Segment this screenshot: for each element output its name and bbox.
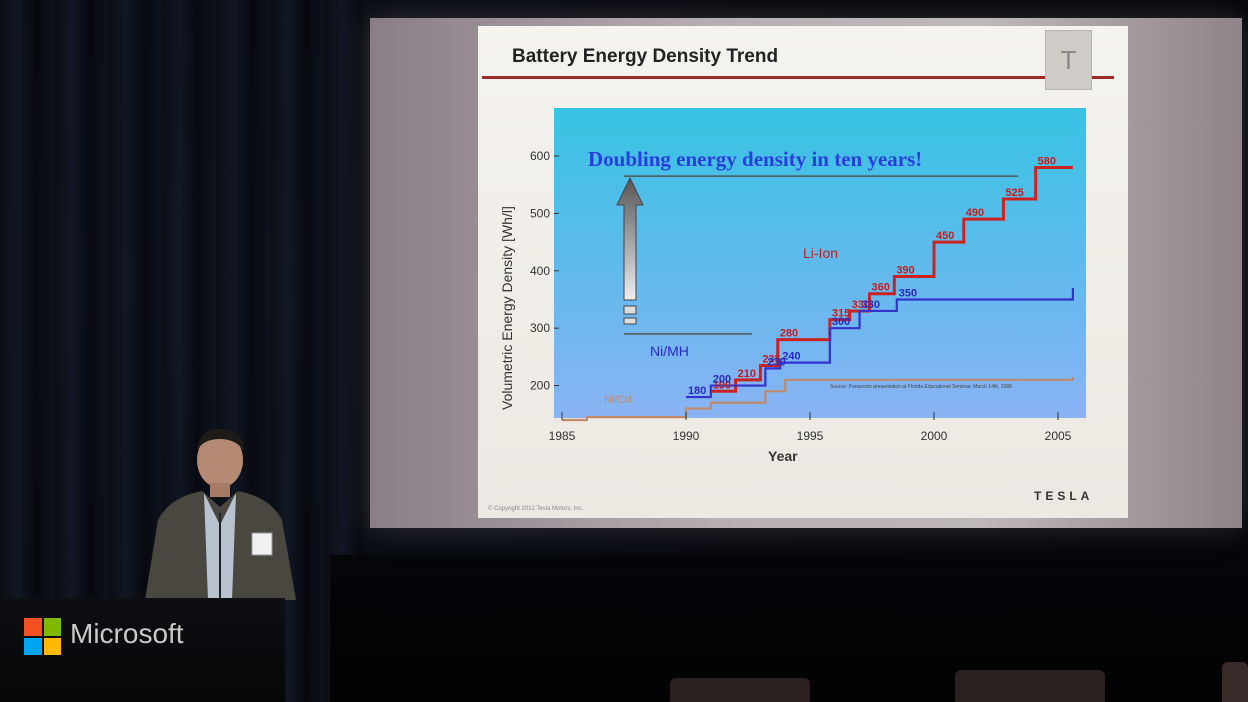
data-label: 235	[762, 353, 780, 365]
audience-seat	[670, 678, 810, 702]
copyright-note: © Copyright 2012 Tesla Motors, Inc.	[488, 506, 584, 512]
series-name-nicd: Ni/Cd	[604, 394, 632, 406]
x-tick-label: 1990	[673, 429, 700, 443]
series-line-nicd	[562, 376, 1074, 422]
data-label: 490	[966, 207, 984, 219]
series-line-nimh	[686, 288, 1074, 399]
sponsor-wordmark: Microsoft	[70, 618, 184, 649]
data-label: 210	[738, 368, 756, 380]
energy-density-chart: Doubling energy density in ten years! 19…	[499, 108, 1086, 464]
tesla-wordmark: TESLA	[1034, 489, 1094, 503]
tesla-logo-icon: T	[1045, 30, 1092, 90]
x-tick-label: 2005	[1045, 429, 1072, 443]
data-label: 315	[832, 308, 850, 320]
data-label: 280	[780, 328, 798, 340]
y-tick-label: 200	[530, 379, 550, 393]
y-tick-label: 400	[530, 264, 550, 278]
data-label: 240	[782, 351, 800, 363]
data-label: 580	[1038, 155, 1056, 167]
x-tick-label: 1985	[549, 429, 576, 443]
series-name-liion: Li-Ion	[803, 245, 838, 261]
data-label: 525	[1005, 187, 1023, 199]
x-axis-label: Year	[768, 448, 798, 464]
chart-title: Doubling energy density in ten years!	[588, 147, 922, 171]
data-label: 230	[767, 356, 785, 368]
y-axis-label: Volumetric Energy Density [Wh/l]	[499, 206, 515, 410]
up-arrow-icon	[616, 176, 644, 325]
data-label: 330	[862, 299, 880, 311]
audience-seat	[1222, 662, 1248, 702]
data-label: 190	[713, 379, 731, 391]
presenter	[145, 428, 296, 600]
data-label: 360	[872, 282, 890, 294]
source-note: Source: Panasonic presentation at Florid…	[830, 384, 1012, 390]
series-line-liion	[710, 165, 1073, 393]
microsoft-logo-icon	[24, 618, 61, 655]
title-divider	[482, 76, 1114, 79]
slide-title: Battery Energy Density Trend	[512, 46, 779, 67]
plot-area	[554, 108, 1086, 418]
data-label: 390	[896, 265, 914, 277]
data-label: 450	[936, 230, 954, 242]
x-tick-label: 2000	[921, 429, 948, 443]
y-tick-label: 600	[530, 149, 550, 163]
data-label: 330	[852, 299, 870, 311]
data-label: 200	[713, 374, 731, 386]
x-tick-label: 1995	[797, 429, 824, 443]
data-label: 350	[899, 287, 917, 299]
y-tick-label: 300	[530, 321, 550, 335]
data-label: 180	[688, 385, 706, 397]
series-name-nimh: Ni/MH	[650, 343, 689, 359]
data-label: 300	[832, 316, 850, 328]
audience-seat	[955, 670, 1105, 702]
y-tick-label: 500	[530, 206, 550, 220]
